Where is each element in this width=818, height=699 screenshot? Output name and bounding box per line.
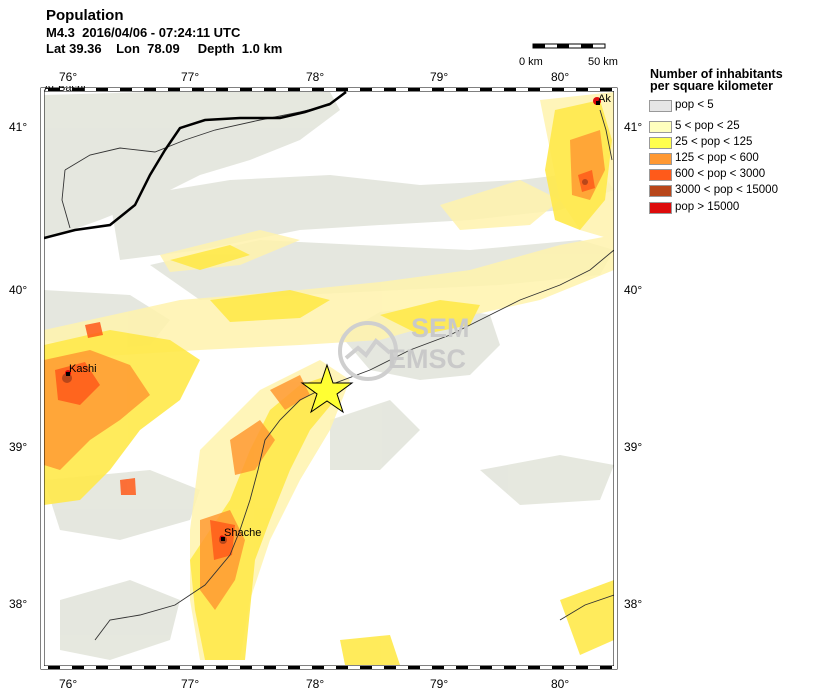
lon-tick-bottom-77: 77° (181, 677, 200, 691)
country-border (44, 91, 347, 240)
city-markers (66, 101, 600, 541)
map-title: Population (46, 7, 124, 24)
map-frame (40, 87, 618, 670)
legend-label: 600 < pop < 3000 (675, 168, 766, 180)
population-layer (44, 91, 614, 665)
legend-swatch (649, 121, 672, 133)
lon-tick-top-76: 76° (59, 70, 78, 84)
lat-tick-left-41: 41° (9, 120, 28, 134)
legend-title: Number of inhabitants per square kilomet… (650, 67, 818, 93)
lon-tick-bottom-80: 80° (551, 677, 570, 691)
lat-tick-left-39: 39° (9, 440, 28, 454)
legend-item: 5 < pop < 25 (649, 120, 809, 134)
lon-tick-bottom-79: 79° (430, 677, 449, 691)
event-summary: M4.3 2016/04/06 - 07:24:11 UTC (46, 25, 241, 40)
watermark-line-2: EMSC (388, 344, 467, 374)
legend-swatch (649, 100, 672, 112)
lon-tick-top-79: 79° (430, 70, 449, 84)
scale-label-right: 50 km (588, 56, 618, 68)
lon-tick-top-80: 80° (551, 70, 570, 84)
lat-tick-left-40: 40° (9, 283, 28, 297)
legend-item: pop > 15000 (649, 201, 809, 215)
epicenter-star (300, 363, 354, 414)
city-label-ak: Ak (598, 93, 611, 105)
city-label-shache: Shache (224, 527, 262, 539)
city-label-at-bashi: At-Bashi (44, 86, 86, 92)
lat-tick-right-40: 40° (624, 283, 643, 297)
lon-tick-bottom-76: 76° (59, 677, 78, 691)
lon-tick-top-77: 77° (181, 70, 200, 84)
legend-item: pop < 5 (649, 99, 809, 113)
lat-tick-right-39: 39° (624, 440, 643, 454)
event-location: Lat 39.36 Lon 78.09 Depth 1.0 km (46, 41, 283, 56)
legend-swatch (649, 169, 672, 181)
legend-item: 25 < pop < 125 (649, 136, 809, 150)
lat-tick-left-38: 38° (9, 597, 28, 611)
lat-tick-right-38: 38° (624, 597, 643, 611)
watermark-line-1: SEM (411, 313, 470, 343)
legend-title-line-2: per square kilometer (650, 79, 773, 93)
legend-label: 125 < pop < 600 (675, 152, 759, 164)
legend-title-line-1: Number of inhabitants (650, 67, 783, 81)
thin-lines (61, 104, 614, 641)
legend-item: 125 < pop < 600 (649, 152, 809, 166)
legend-item: 3000 < pop < 15000 (649, 184, 809, 198)
legend-swatch (649, 137, 672, 149)
legend-item: 600 < pop < 3000 (649, 168, 809, 182)
city-label-kashi: Kashi (69, 363, 97, 375)
lon-tick-top-78: 78° (306, 70, 325, 84)
legend-label: pop > 15000 (675, 201, 740, 213)
scale-label-left: 0 km (519, 56, 543, 68)
emsc-logo-icon (338, 321, 398, 381)
scale-bar (532, 43, 606, 49)
legend-swatch (649, 202, 672, 214)
legend-label: 25 < pop < 125 (675, 136, 753, 148)
legend-swatch (649, 185, 672, 197)
legend-label: 3000 < pop < 15000 (675, 184, 778, 196)
lon-tick-bottom-78: 78° (306, 677, 325, 691)
legend-label: pop < 5 (675, 99, 714, 111)
legend-label: 5 < pop < 25 (675, 120, 740, 132)
lat-tick-right-41: 41° (624, 120, 643, 134)
legend-swatch (649, 153, 672, 165)
